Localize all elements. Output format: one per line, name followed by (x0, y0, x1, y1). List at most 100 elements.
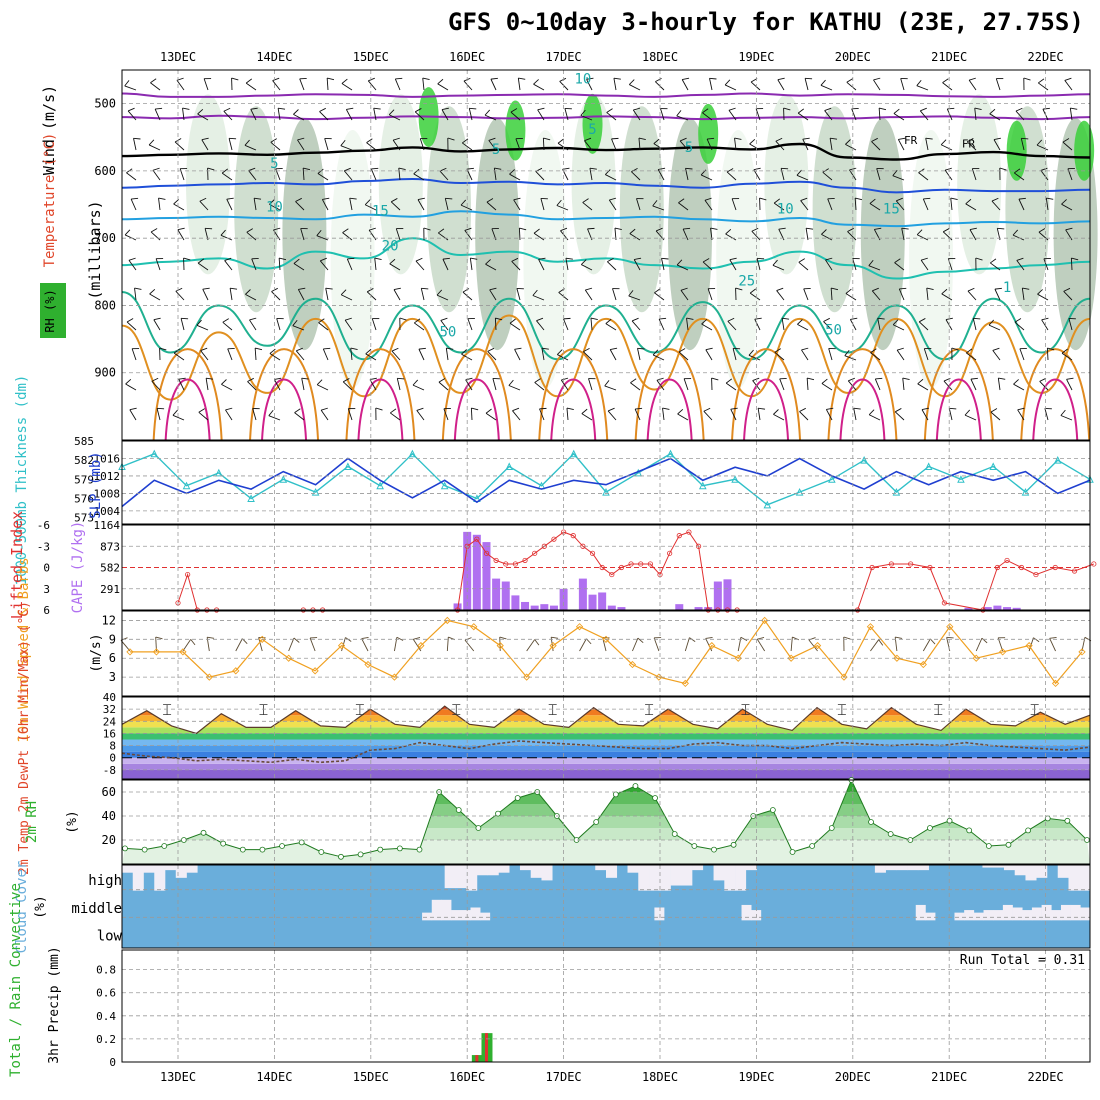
wind-barb (490, 77, 498, 80)
wind-barb (368, 227, 376, 231)
high-cloud-bar (649, 865, 661, 891)
wind-barb (606, 108, 613, 113)
wind-barb (133, 138, 137, 151)
wind-barb (253, 198, 257, 211)
wind-barb (414, 322, 425, 331)
high-cloud-bar (186, 865, 198, 873)
wind-barb (416, 410, 425, 421)
wind-barb (1062, 138, 1070, 143)
cloud-row-label: low (97, 929, 123, 945)
wind-barb (749, 292, 761, 301)
precip-tick: 0.4 (96, 1010, 116, 1023)
wind-barb (227, 348, 233, 361)
cloud-unit: (%) (33, 895, 48, 918)
wind-barb (1049, 638, 1056, 652)
wind-barb (634, 257, 642, 260)
cape-frame (121, 524, 1091, 611)
wind-barb (374, 258, 377, 271)
thickness-point (828, 475, 836, 483)
wind-barb (605, 318, 612, 324)
wind-barb (512, 410, 521, 421)
wind-barb (992, 350, 1001, 361)
middle-cloud-bar (441, 899, 452, 921)
wind-barb (966, 348, 973, 354)
wind-barb (511, 257, 519, 262)
high-cloud-bar (724, 865, 736, 891)
wind-barb (173, 352, 185, 361)
rh-saturated (505, 100, 526, 161)
li-point (185, 571, 191, 578)
bottom-date-tick: 19DEC (738, 1070, 774, 1084)
wind-barb (878, 107, 881, 121)
wind-barb (255, 347, 263, 351)
middle-cloud-bar (993, 910, 1004, 921)
wind-barb (207, 167, 215, 171)
contour-label: 50 (825, 322, 842, 338)
wind-speed-point (919, 660, 927, 669)
wind-speed-point (390, 673, 399, 681)
wind-barb (397, 377, 405, 380)
wind-barb (486, 201, 497, 211)
wind-barb (293, 258, 300, 264)
wind-barb (464, 230, 473, 241)
thickness-point (440, 481, 449, 490)
wind-barb (1012, 234, 1025, 241)
wind-barb (580, 259, 587, 265)
wind-barb (126, 321, 137, 331)
wind-barb (579, 638, 587, 652)
wind-barb (605, 174, 617, 181)
wind-barb (943, 228, 950, 233)
wind-barb (273, 227, 281, 231)
precip-frame (121, 949, 1091, 1063)
wind-barb (751, 230, 761, 241)
wind-barb (175, 287, 183, 292)
wind-barb (469, 258, 473, 271)
wind-barb (973, 317, 981, 320)
high-cloud-bar (1068, 865, 1080, 891)
wind-barb (470, 257, 478, 260)
wind-barb (917, 378, 924, 385)
wind-barb (1016, 260, 1025, 271)
wind-barb (1047, 347, 1055, 351)
li-point (503, 561, 509, 567)
rh-band (122, 816, 1090, 828)
cape-grid (122, 525, 1090, 610)
thickness-point (602, 487, 610, 496)
cloud-background (122, 865, 1090, 948)
wind-barb (877, 318, 881, 331)
wind-barb (654, 292, 665, 301)
wind-barb (346, 258, 353, 271)
wind-barb (222, 321, 233, 331)
wind-barb (197, 262, 209, 271)
wind-barb (1016, 257, 1024, 261)
wind-speed-point (285, 654, 293, 662)
contour-label: 10 (266, 199, 283, 215)
wind-barb (436, 294, 449, 301)
high-cloud-bar (1057, 865, 1069, 878)
wind-barb (847, 231, 857, 241)
wind-barb (272, 77, 280, 81)
high-cloud-bar (606, 865, 618, 878)
isotherm-line (164, 378, 211, 441)
wind-barb (484, 109, 491, 116)
rh-point (200, 829, 207, 836)
wind-barb (590, 317, 598, 321)
wind-barb (947, 107, 955, 110)
isotherm-line (121, 237, 1091, 280)
wind-barb (1014, 172, 1025, 181)
rh-band (122, 828, 1090, 840)
wind-barb (678, 348, 686, 353)
wind-barb (653, 138, 660, 144)
wind-barb (516, 288, 521, 301)
wind-barb (272, 80, 281, 91)
wind-barb (923, 197, 931, 200)
wind-barb (754, 317, 762, 320)
wind-barb (1044, 408, 1049, 421)
li-tick: -3 (37, 540, 50, 553)
wind-barb (1041, 319, 1049, 331)
wind-barb (1066, 379, 1073, 391)
wind-barb (821, 233, 833, 241)
wind-barb (981, 637, 988, 644)
wind-barb (317, 173, 329, 181)
wind-barb (756, 638, 766, 652)
